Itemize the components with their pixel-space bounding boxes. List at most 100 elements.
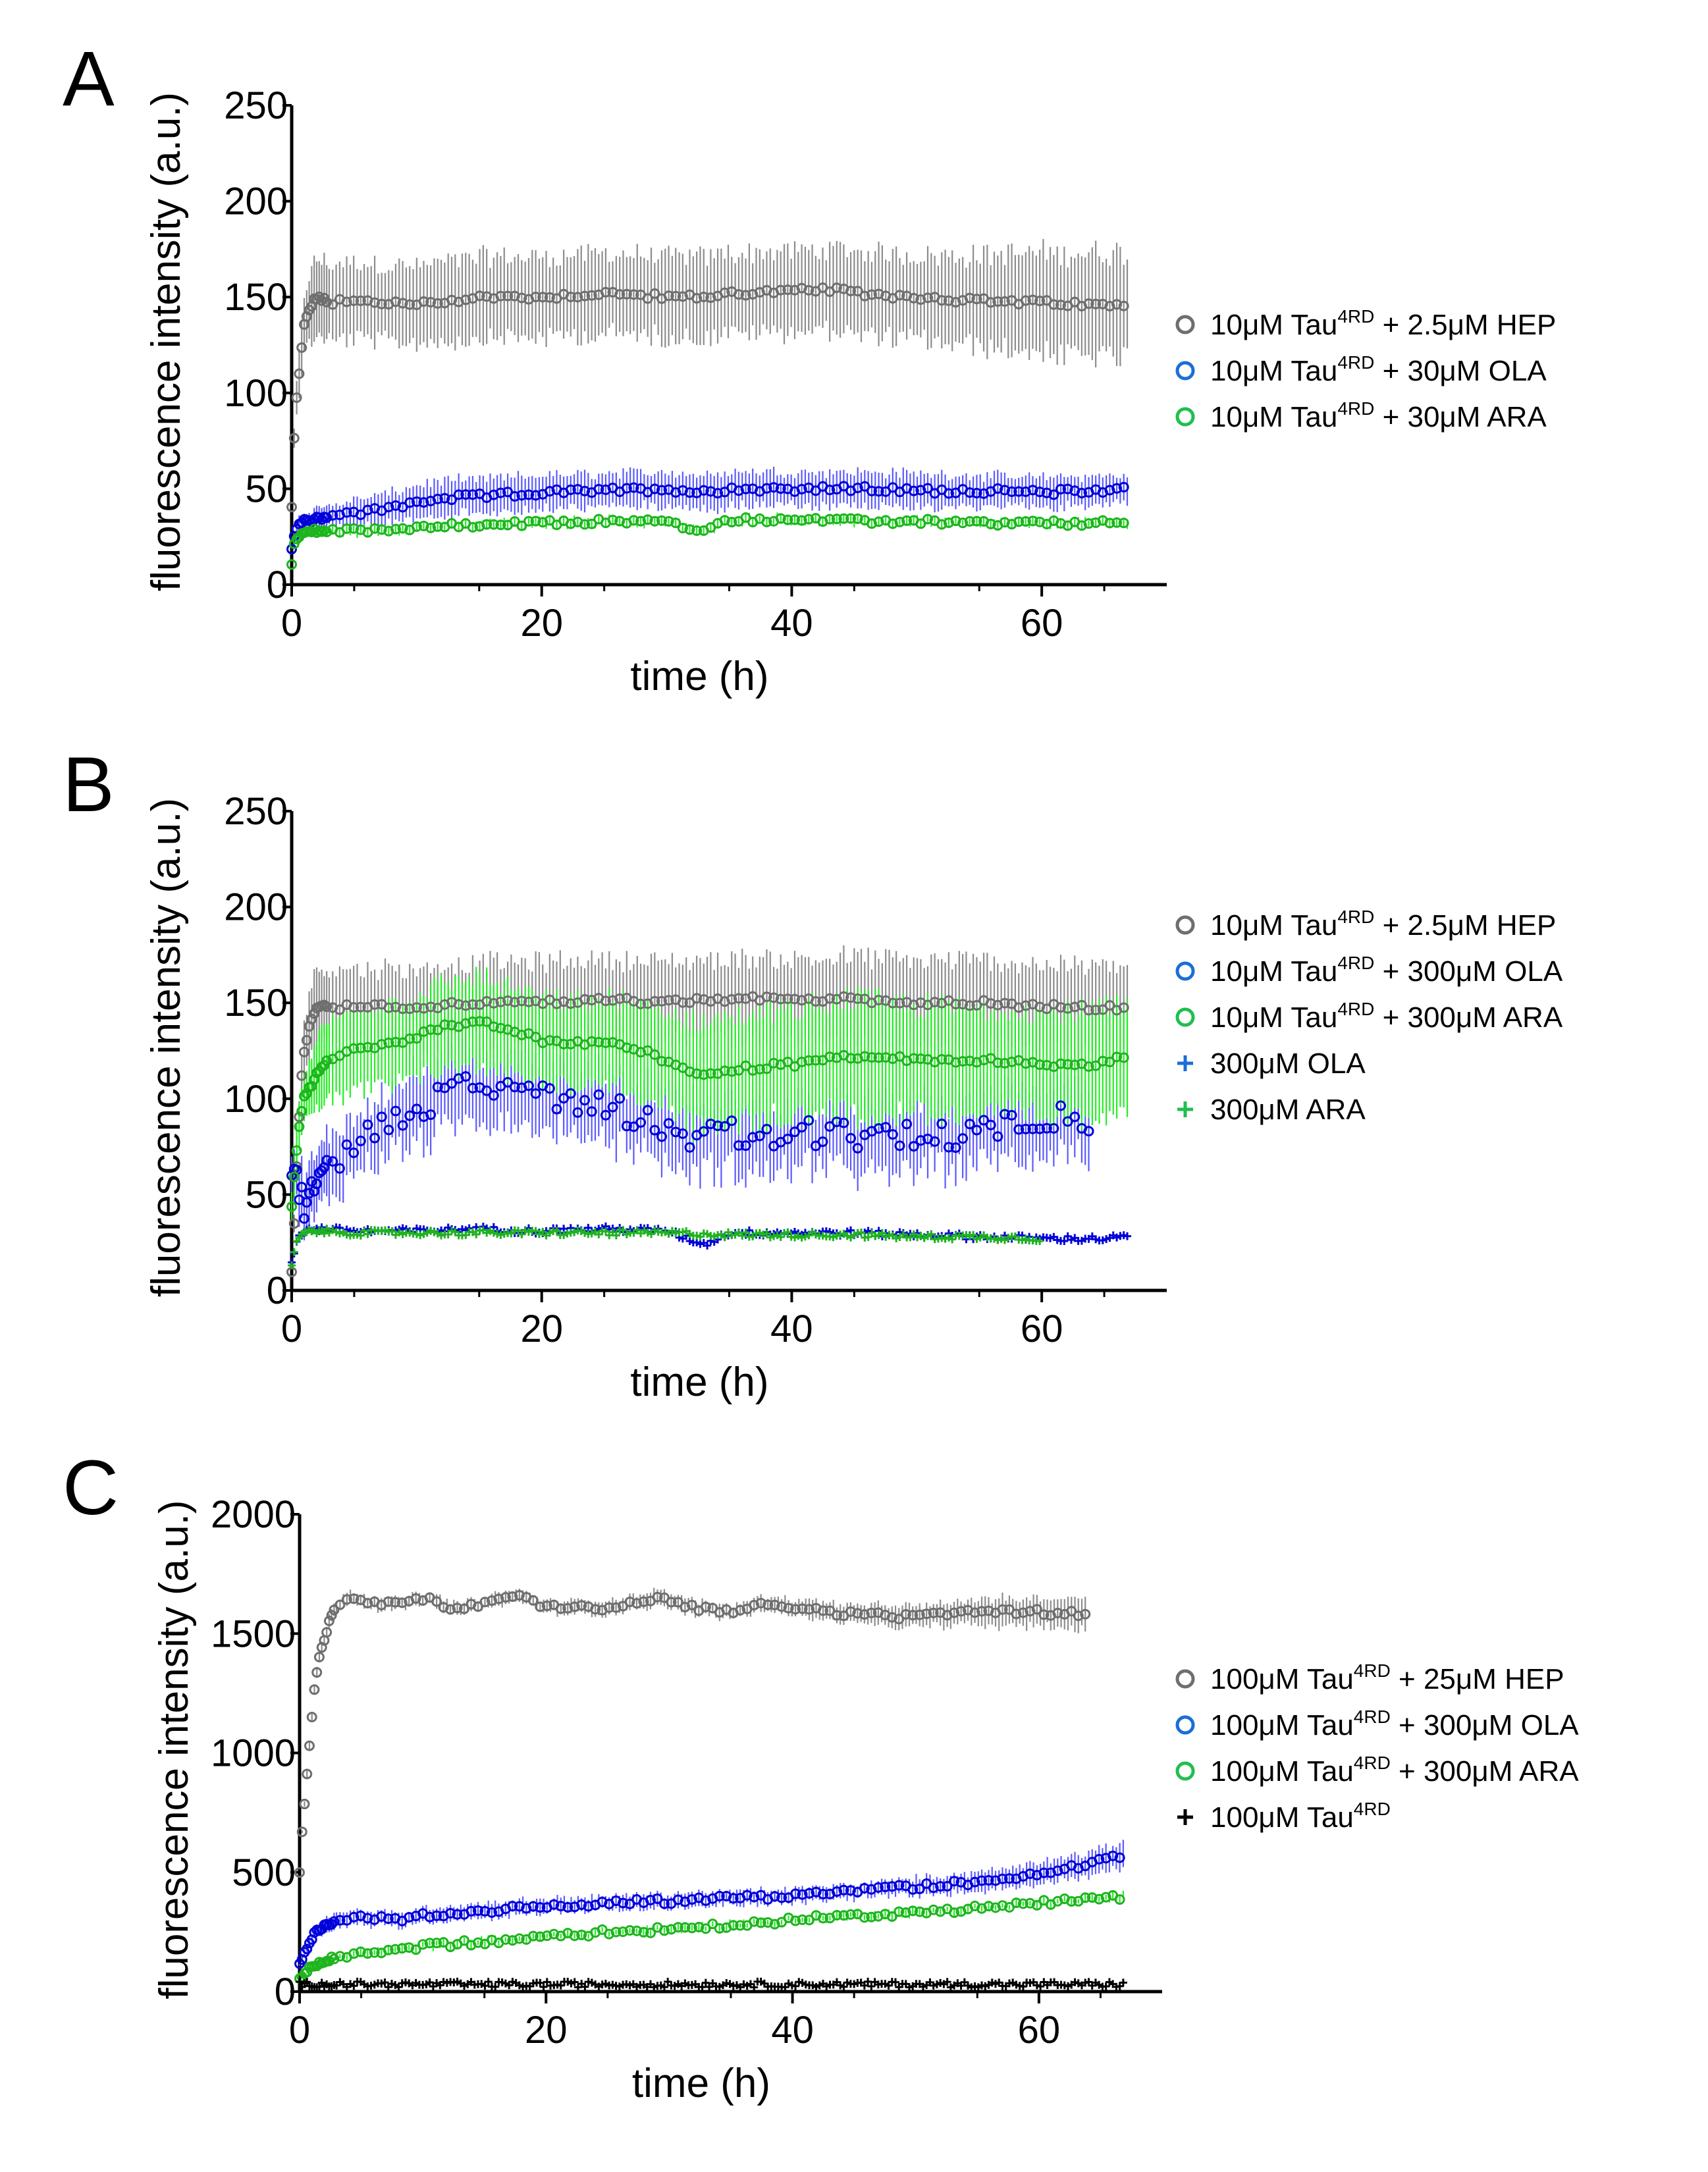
- data-point-ara: [936, 1053, 947, 1065]
- data-point-control: [791, 1982, 800, 1990]
- data-point-hep: [1104, 1000, 1115, 1011]
- data-point-ara: [824, 1051, 836, 1063]
- x-axis-title: time (h): [630, 654, 768, 699]
- data-point-hep: [922, 292, 933, 304]
- data-point-ola: [712, 1120, 724, 1131]
- data-point-ola: [628, 482, 639, 493]
- data-point-hep: [866, 289, 877, 300]
- data-point-hep: [852, 1608, 863, 1619]
- data-point-ola: [1118, 481, 1129, 492]
- data-point-ola: [523, 1080, 534, 1092]
- data-point-ola: [1013, 486, 1025, 497]
- data-point-hep: [495, 996, 506, 1007]
- data-point-ara: [873, 516, 884, 527]
- data-point-ola: [1006, 1109, 1017, 1121]
- data-point-ara: [684, 524, 695, 535]
- data-point-ara: [992, 1057, 1003, 1069]
- data-point-ola: [460, 489, 471, 500]
- data-point-ara_only: [969, 1231, 978, 1239]
- data-point-hep: [677, 291, 688, 302]
- data-point-ara: [978, 1055, 990, 1066]
- data-point-ola: [824, 485, 836, 496]
- data-point-hep: [530, 292, 541, 303]
- data-point-ara: [789, 514, 800, 525]
- data-point-ara: [866, 1052, 877, 1063]
- data-point-ara: [845, 1053, 857, 1064]
- data-point-ola: [873, 486, 884, 497]
- data-point-ara: [495, 1022, 506, 1034]
- data-point-ara: [593, 1036, 604, 1047]
- data-point-ara: [586, 1036, 597, 1047]
- data-point-ara: [873, 1052, 884, 1063]
- data-point-hep: [452, 1603, 463, 1614]
- data-point-ara: [838, 1910, 849, 1921]
- data-point-ara: [845, 1909, 856, 1920]
- data-point-hep: [775, 993, 786, 1005]
- data-point-ara: [824, 514, 836, 525]
- y-tick-label: 0: [275, 1971, 296, 2013]
- data-point-hep: [1017, 1607, 1028, 1618]
- data-point-ola: [747, 1132, 759, 1143]
- data-point-ola: [740, 483, 751, 494]
- data-point-hep: [719, 287, 730, 298]
- legend-label: 10μM Tau4RD + 300μM ARA: [1210, 999, 1563, 1034]
- data-point-hep: [431, 1596, 442, 1607]
- data-point-ola: [614, 1093, 626, 1104]
- data-point-hep: [997, 1604, 1008, 1615]
- data-point-ola: [990, 1875, 1001, 1886]
- data-point-ola: [481, 1085, 493, 1096]
- data-point-ara: [852, 513, 863, 524]
- data-point-ola: [1055, 1100, 1067, 1111]
- data-point-ola: [817, 1888, 828, 1899]
- legend-item-hep: 10μM Tau4RD + 2.5μM HEP: [1175, 306, 1556, 341]
- data-point-hep: [600, 286, 611, 298]
- legend-item-ara: 10μM Tau4RD + 30μM ARA: [1175, 398, 1547, 433]
- data-point-ara_only: [878, 1229, 886, 1237]
- data-point-ara: [541, 1930, 552, 1942]
- markers: [286, 282, 1129, 570]
- data-point-hep: [936, 295, 947, 306]
- data-point-hep: [432, 298, 443, 309]
- data-point-ara: [1041, 1059, 1052, 1071]
- data-point-hep: [652, 1591, 663, 1603]
- data-point-ola: [658, 1898, 670, 1909]
- data-point-ara: [817, 1913, 828, 1924]
- data-point-ara: [964, 516, 975, 527]
- markers: [294, 1590, 1127, 1992]
- data-point-ara: [500, 1934, 511, 1945]
- data-point-ara: [1083, 518, 1094, 529]
- legend-item-ara_only: 300μM ARA: [1177, 1094, 1366, 1126]
- data-point-hep: [309, 1008, 320, 1019]
- data-point-ola: [576, 1899, 587, 1910]
- data-point-ara: [658, 1925, 670, 1936]
- data-point-hep: [1069, 1001, 1081, 1013]
- data-point-ara: [635, 516, 647, 527]
- data-point-control: [491, 1982, 500, 1991]
- data-point-hep: [576, 1600, 587, 1611]
- data-point-ara: [1017, 1898, 1028, 1909]
- data-point-ola: [327, 510, 338, 521]
- x-tick-label: 0: [281, 602, 302, 645]
- data-point-hep: [621, 288, 632, 300]
- data-point-ara: [740, 1060, 751, 1071]
- data-point-hep: [1118, 300, 1129, 311]
- data-point-ara: [507, 1935, 518, 1946]
- data-point-hep: [886, 1612, 897, 1623]
- data-point-ola: [949, 1876, 960, 1887]
- data-point-ola: [621, 1121, 632, 1132]
- data-point-ola: [776, 1892, 787, 1903]
- data-point-ola: [796, 484, 807, 495]
- legend-label: 300μM OLA: [1210, 1047, 1366, 1080]
- data-point-control: [481, 1982, 489, 1990]
- data-point-hep: [670, 290, 681, 302]
- data-point-hep: [302, 1768, 313, 1780]
- data-point-hep: [523, 996, 534, 1007]
- data-point-ola: [943, 1142, 954, 1153]
- data-point-ola: [992, 483, 1003, 494]
- data-point-ara: [341, 523, 352, 534]
- legend-marker-plus: [1177, 1809, 1193, 1825]
- data-point-ara: [472, 1937, 483, 1948]
- data-point-hep: [562, 1603, 574, 1614]
- data-point-ola: [929, 1136, 940, 1147]
- error-bars: [290, 945, 1129, 1255]
